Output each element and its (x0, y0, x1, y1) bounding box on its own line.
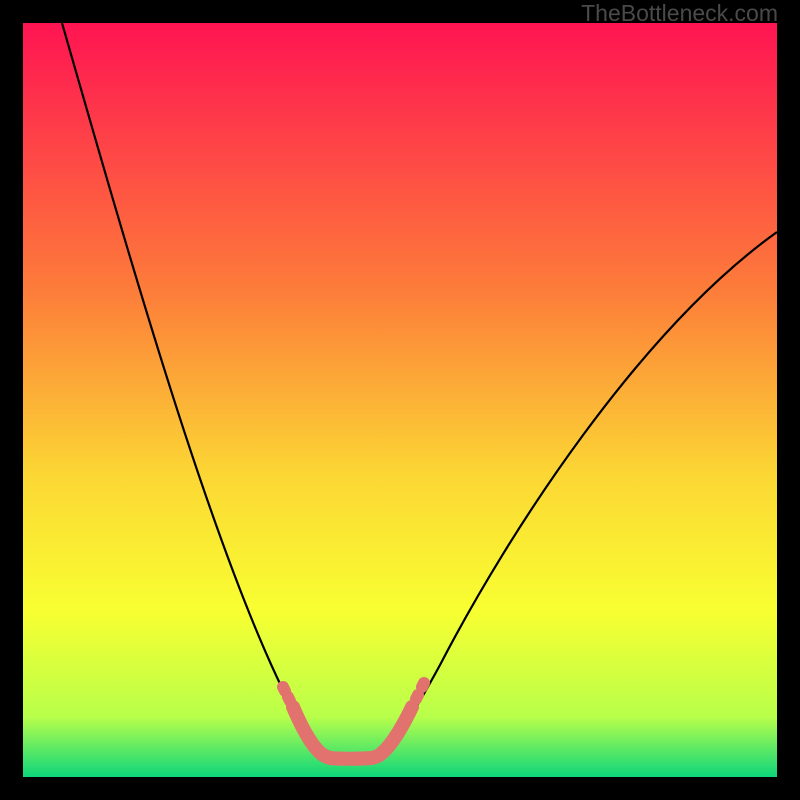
salmon-dot-right-1 (416, 695, 418, 699)
salmon-dot-right-2 (422, 683, 424, 687)
salmon-dot-left-2 (283, 687, 285, 691)
salmon-u-overlay (293, 707, 412, 759)
salmon-dot-left-1 (288, 697, 290, 701)
outer-frame: TheBottleneck.com (0, 0, 800, 800)
main-v-curve (62, 23, 777, 758)
chart-svg (0, 0, 800, 800)
